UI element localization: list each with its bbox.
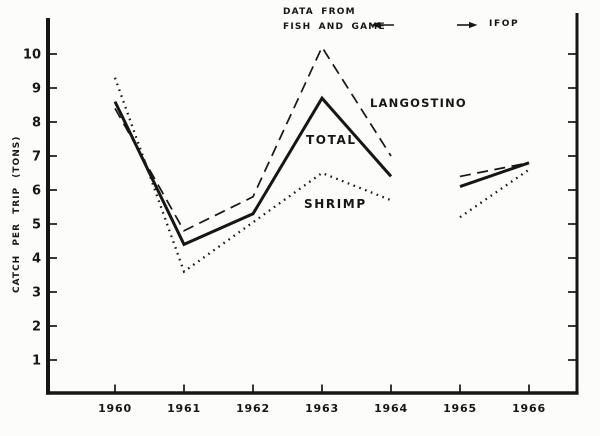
- series-label-langostino: LANGOSTINO: [370, 96, 467, 110]
- y-tick-label: 9: [32, 82, 41, 97]
- x-tick-label: 1963: [305, 402, 339, 415]
- series-label-total: TOTAL: [306, 133, 357, 147]
- x-tick-label: 1962: [236, 402, 270, 415]
- annotation-data-from: DATA FROM: [283, 7, 356, 17]
- ifop-arrow-icon: [457, 21, 478, 29]
- shrimp-line-segment: [113, 77, 392, 274]
- y-tick-label: 4: [32, 252, 41, 267]
- y-tick-label: 2: [32, 320, 41, 335]
- fish-and-game-arrow-icon: [371, 21, 394, 29]
- annotation-fish-and-game: FISH AND GAME: [283, 22, 386, 32]
- shrimp-line-segment: [459, 168, 530, 219]
- total-line-segment: [459, 161, 530, 189]
- y-tick-label: 5: [32, 218, 41, 233]
- y-axis-title: CATCH PER TRIP (TONS): [12, 135, 23, 293]
- x-tick-label: 1960: [98, 402, 132, 415]
- langostino-line-segment: [114, 45, 392, 232]
- x-tick-label: 1964: [374, 402, 408, 415]
- y-tick-label: 8: [32, 116, 41, 131]
- x-tick-label: 1961: [167, 402, 201, 415]
- y-tick-label: 3: [32, 286, 41, 301]
- y-tick-label: 6: [32, 184, 41, 199]
- annotation-ifop: IFOP: [489, 19, 520, 29]
- y-tick-label: 1: [32, 354, 41, 369]
- x-tick-label: 1966: [512, 402, 546, 415]
- langostino-line-segment: [459, 161, 530, 178]
- y-tick-label: 7: [32, 150, 41, 165]
- y-tick-label: 10: [23, 48, 41, 63]
- x-tick-label: 1965: [443, 402, 477, 415]
- total-line-segment: [113, 95, 393, 247]
- series-label-shrimp: SHRIMP: [304, 197, 367, 211]
